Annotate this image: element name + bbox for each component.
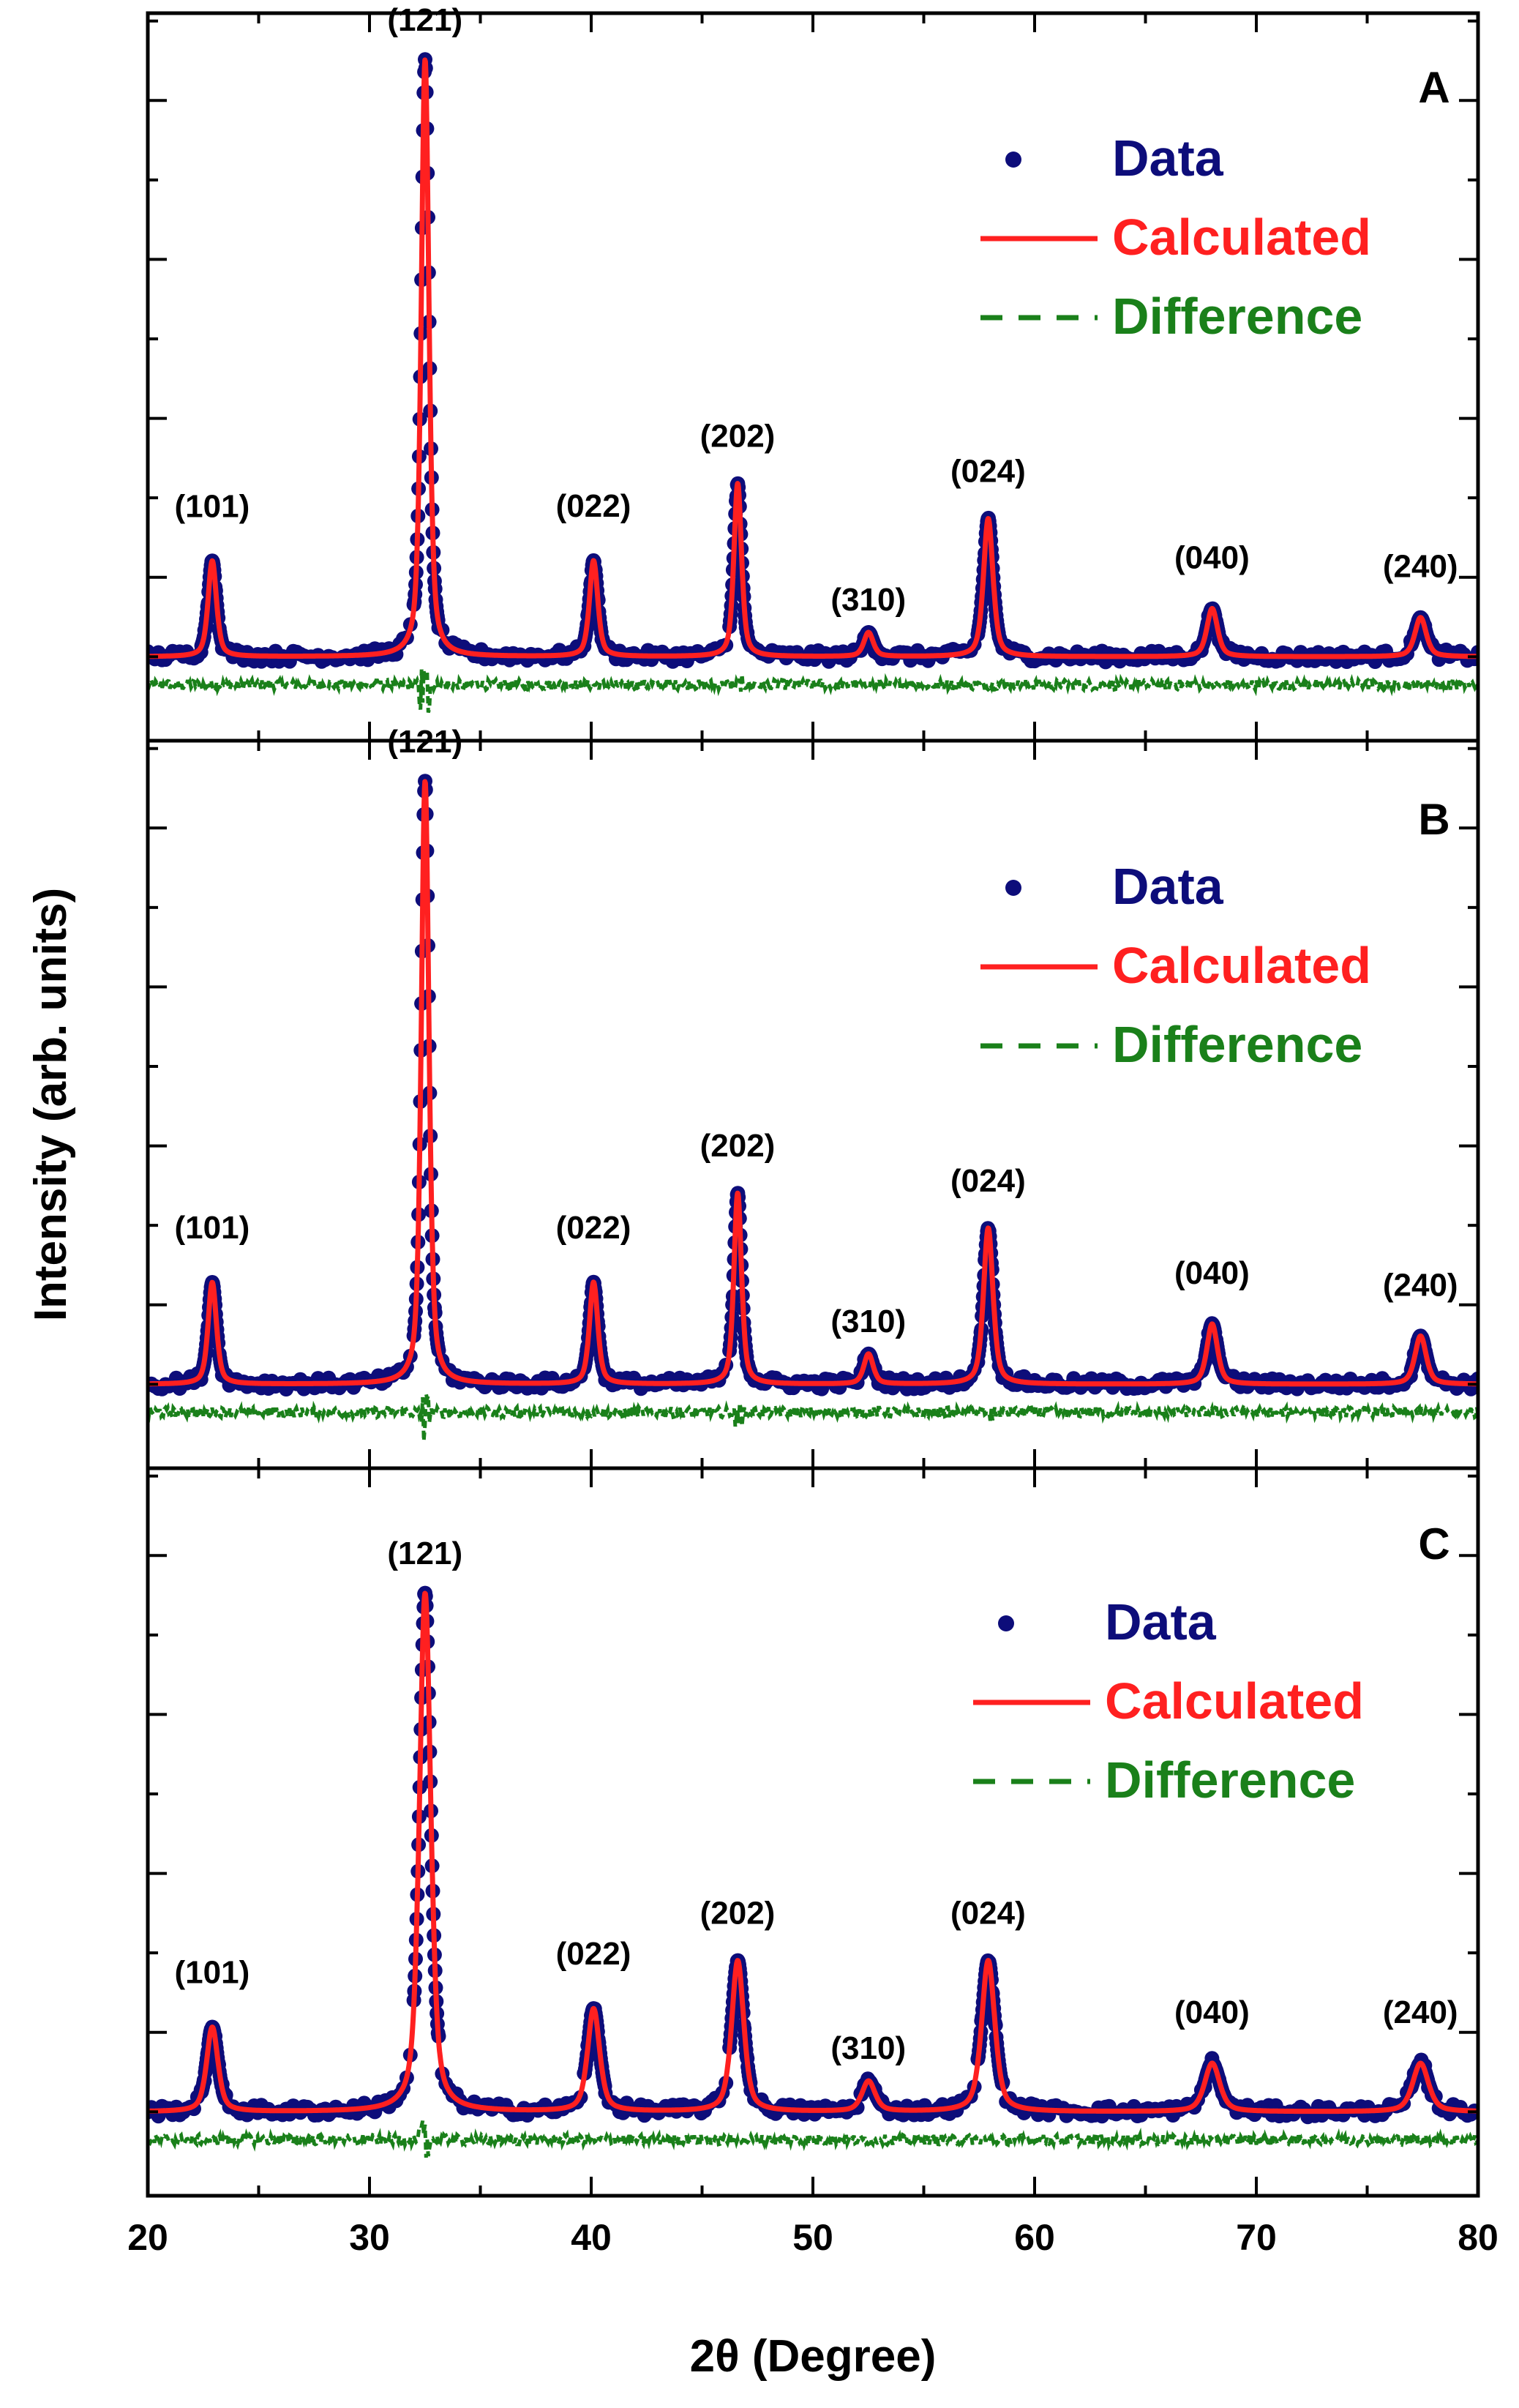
legend-label-difference: Difference <box>1112 1016 1362 1073</box>
legend-label-calculated: Calculated <box>1112 209 1371 266</box>
x-tick-label: 50 <box>792 2217 833 2258</box>
peak-label-024: (024) <box>950 454 1026 490</box>
panel-plot-area <box>148 52 1478 714</box>
data-points <box>148 1585 1478 2125</box>
legend-marker-data <box>1005 880 1021 896</box>
x-tick-label: 60 <box>1014 2217 1055 2258</box>
peak-label-040: (040) <box>1174 1255 1250 1291</box>
calculated-curve <box>148 57 1478 659</box>
peak-label-022: (022) <box>556 1936 631 1972</box>
panel-letter: B <box>1418 795 1449 844</box>
peak-label-202: (202) <box>700 1896 776 1932</box>
panel-frame <box>146 739 1480 1470</box>
calculated-curve <box>148 779 1478 1387</box>
peak-label-024: (024) <box>950 1896 1026 1932</box>
peak-label-022: (022) <box>556 1210 631 1246</box>
peak-label-022: (022) <box>556 488 631 524</box>
peak-label-101: (101) <box>175 488 250 524</box>
peak-label-240: (240) <box>1383 1994 1458 2030</box>
peak-label-240: (240) <box>1383 1267 1458 1303</box>
calculated-curve <box>148 1590 1478 2115</box>
difference-curve <box>148 669 1478 714</box>
peak-label-121: (121) <box>387 724 462 760</box>
legend-label-calculated: Calculated <box>1105 1672 1364 1730</box>
peak-label-024: (024) <box>950 1163 1026 1199</box>
panel-letter: A <box>1418 63 1449 112</box>
data-points <box>148 52 1478 670</box>
peak-label-310: (310) <box>830 1304 906 1339</box>
peak-label-202: (202) <box>700 419 776 455</box>
legend-label-data: Data <box>1112 858 1224 915</box>
panel-plot-area <box>148 1585 1478 2158</box>
x-tick-label: 20 <box>127 2217 168 2258</box>
peak-label-202: (202) <box>700 1128 776 1164</box>
legend: Data Calculated Difference <box>980 858 1371 1073</box>
panel-plot-area <box>148 774 1478 1442</box>
legend-label-calculated: Calculated <box>1112 937 1371 994</box>
panel-c: (101) (121) (022) (202) (310) (024) (040) (240)… <box>146 1466 1480 2198</box>
panel-b: (101) (121) (022) (202) (310) (024) (040) (240)… <box>146 724 1480 1470</box>
peak-label-240: (240) <box>1383 549 1458 585</box>
legend: Data Calculated Difference <box>973 1593 1364 1809</box>
panel-frame <box>146 11 1480 743</box>
peak-label-101: (101) <box>175 1955 250 1991</box>
peak-label-040: (040) <box>1174 1994 1250 2030</box>
y-axis-title: Intensity (arb. units) <box>26 888 76 1321</box>
legend-marker-data <box>998 1615 1014 1631</box>
legend-marker-data <box>1005 152 1021 168</box>
x-tick-label: 40 <box>571 2217 612 2258</box>
difference-curve <box>148 2120 1478 2158</box>
x-tick-label: 70 <box>1236 2217 1277 2258</box>
data-points <box>148 774 1478 1396</box>
legend-label-difference: Difference <box>1105 1751 1355 1809</box>
peak-label-310: (310) <box>830 2030 906 2066</box>
legend-label-data: Data <box>1112 130 1224 187</box>
legend-label-data: Data <box>1105 1593 1217 1650</box>
legend: Data Calculated Difference <box>980 130 1371 345</box>
x-tick-label: 30 <box>349 2217 390 2258</box>
difference-curve <box>148 1393 1478 1442</box>
peak-label-040: (040) <box>1174 539 1250 575</box>
peak-label-121: (121) <box>387 1536 462 1571</box>
panel-a: (101) (121) (022) (202) (310) (024) (040) (240)… <box>146 2 1480 743</box>
peak-label-310: (310) <box>830 582 906 618</box>
legend-label-difference: Difference <box>1112 288 1362 345</box>
x-axis-title: 2θ (Degree) <box>690 2331 937 2382</box>
panel-frame <box>146 1466 1480 2198</box>
panel-letter: C <box>1418 1519 1449 1568</box>
peak-label-121: (121) <box>387 2 462 38</box>
x-tick-label: 80 <box>1458 2217 1499 2258</box>
peak-label-101: (101) <box>175 1210 250 1246</box>
